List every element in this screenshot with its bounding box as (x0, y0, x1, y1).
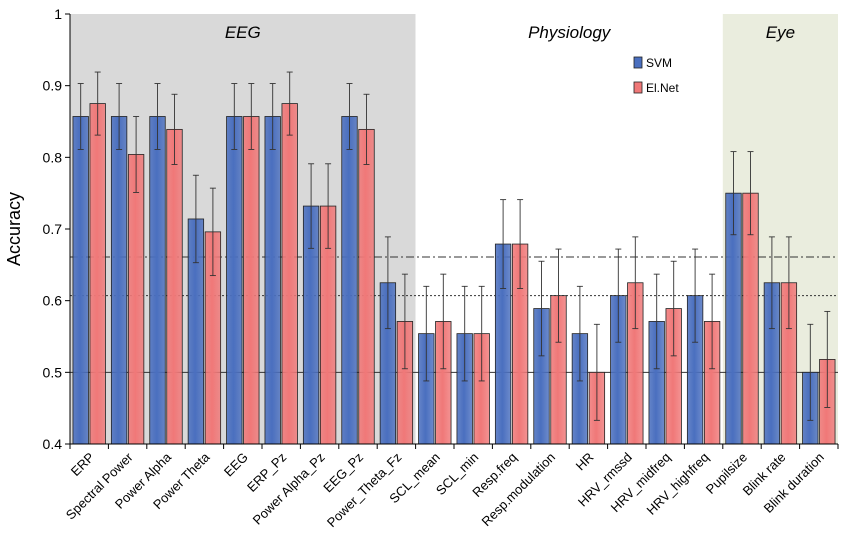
y-tick-label: 1 (54, 6, 62, 22)
legend-swatch-svm (633, 56, 643, 69)
y-tick-label: 0.7 (43, 221, 63, 237)
bar-el-net-7 (358, 128, 375, 445)
x-tick-label: Power Alpha_Pz (250, 450, 328, 528)
bar-svm-2 (149, 116, 166, 445)
bar-el-net-2 (166, 128, 183, 445)
group-label-eeg: EEG (225, 23, 261, 42)
legend-label-svm: SVM (646, 56, 672, 70)
y-tick-label: 0.4 (43, 436, 63, 452)
bar-svm-1 (110, 116, 128, 445)
bar-el-net-0 (89, 103, 106, 445)
x-tick-label: EEG (221, 450, 251, 480)
bar-svm-5 (264, 116, 281, 445)
bar-svm-7 (341, 116, 358, 445)
y-tick-label: 0.8 (43, 149, 63, 165)
bar-el-net-5 (281, 103, 298, 445)
bar-el-net-1 (127, 154, 145, 445)
y-tick-label: 0.5 (43, 364, 63, 380)
y-tick-label: 0.9 (43, 78, 63, 94)
x-tick-label: Spectral Power (63, 449, 136, 522)
bars-layer (72, 71, 836, 445)
group-label-eye: Eye (766, 23, 795, 42)
bar-svm-4 (226, 116, 243, 445)
y-tick-label: 0.6 (43, 293, 63, 309)
legend-label-el-net: El.Net (646, 81, 679, 95)
axes-layer (65, 13, 839, 449)
bar-svm-0 (72, 116, 89, 445)
legend: SVM El.Net (633, 56, 679, 95)
bar-el-net-4 (243, 116, 260, 445)
group-label-physiology: Physiology (528, 23, 612, 42)
x-tick-label: ERP (68, 450, 98, 480)
group-shading-layer (70, 14, 838, 444)
y-axis-title: Accuracy (4, 192, 24, 266)
legend-swatch-el-net (633, 81, 643, 94)
x-tick-label: HR (573, 450, 597, 474)
